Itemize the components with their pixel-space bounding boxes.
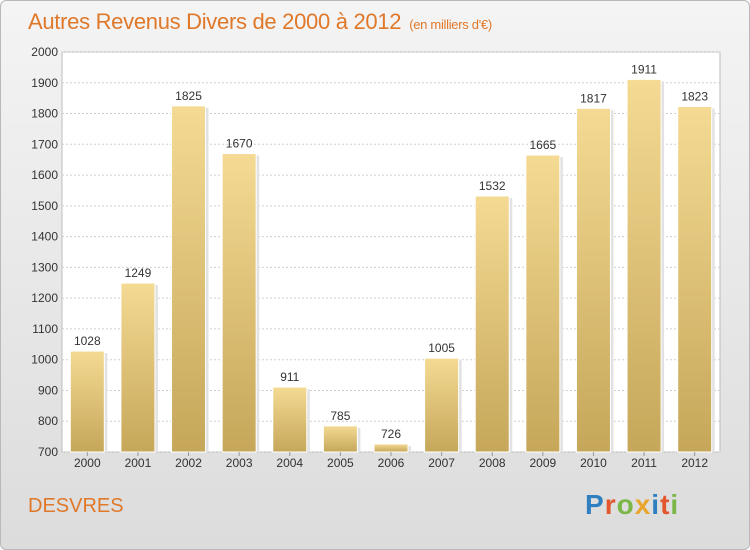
logo-letter: i (651, 489, 661, 520)
y-tick-label: 1900 (31, 76, 58, 90)
bar (575, 107, 611, 453)
value-label: 1670 (226, 137, 253, 151)
x-tick-label: 2006 (378, 456, 405, 470)
x-tick-label: 2010 (580, 456, 607, 470)
value-label: 1005 (428, 341, 455, 355)
x-tick-label: 2012 (681, 456, 708, 470)
value-labels: 1028 1249 1825 1670 911 785 726 1005 1532 1665 181… (74, 62, 708, 441)
y-tick-label: 1300 (31, 260, 58, 274)
x-axis-labels: 2000 2001 2002 2003 2004 2005 2006 2007 2008 2009… (74, 456, 708, 470)
value-label: 1825 (175, 89, 202, 103)
bar (322, 425, 358, 453)
bar (221, 153, 257, 453)
x-tick-label: 2008 (479, 456, 506, 470)
value-label: 1249 (125, 266, 152, 280)
y-tick-label: 1200 (31, 291, 58, 305)
bar (272, 386, 308, 453)
bars (69, 78, 715, 456)
y-tick-label: 1100 (32, 322, 58, 336)
logo-letter: t (660, 489, 671, 520)
bar (474, 195, 510, 453)
y-tick-label: 1500 (31, 199, 58, 213)
x-tick-label: 2011 (631, 456, 657, 470)
bar (525, 154, 561, 453)
x-tick-label: 2003 (226, 456, 253, 470)
value-label: 1823 (681, 89, 708, 103)
commune-name: DESVRES (28, 495, 124, 517)
bar (677, 105, 713, 453)
value-label: 1665 (529, 138, 556, 152)
logo-letter: r (604, 489, 617, 520)
logo-letter: P (585, 489, 605, 520)
bar (424, 357, 460, 453)
value-label: 1911 (631, 62, 657, 76)
value-label: 1532 (479, 179, 506, 193)
value-label: 1028 (74, 334, 101, 348)
logo-letter: x (634, 489, 652, 520)
y-tick-label: 900 (38, 383, 58, 397)
y-tick-label: 1400 (31, 230, 58, 244)
bar (373, 443, 409, 453)
y-tick-label: 800 (38, 414, 58, 428)
logo-letter: o (616, 489, 635, 520)
value-label: 726 (381, 427, 401, 441)
y-tick-label: 1700 (31, 137, 58, 151)
bar (626, 78, 662, 453)
chart-subtitle: (en milliers d'€) (409, 17, 492, 32)
bar (69, 350, 105, 453)
value-label: 911 (280, 370, 299, 384)
y-tick-label: 2000 (31, 45, 58, 59)
y-tick-label: 1600 (31, 168, 58, 182)
bar (120, 282, 156, 453)
x-tick-label: 2005 (327, 456, 354, 470)
y-tick-label: 1800 (31, 107, 58, 121)
x-tick-label: 2004 (276, 456, 303, 470)
x-tick-label: 2001 (125, 456, 152, 470)
chart-title: Autres Revenus Divers de 2000 à 2012 (en … (28, 9, 492, 35)
x-tick-label: 2000 (74, 456, 101, 470)
x-tick-label: 2007 (428, 456, 455, 470)
y-tick-label: 1000 (31, 353, 58, 367)
value-label: 785 (330, 409, 350, 423)
x-tick-label: 2002 (175, 456, 202, 470)
plot-area (61, 51, 721, 453)
y-axis-labels: 700 800 900 1000 1100 1200 1300 1400 1500 1600 170… (31, 45, 58, 459)
chart-title-text: Autres Revenus Divers de 2000 à 2012 (28, 9, 402, 34)
bar (171, 105, 207, 453)
x-tick-label: 2009 (529, 456, 556, 470)
proxiti-logo[interactable]: Proxiti (585, 489, 679, 521)
value-label: 1817 (580, 91, 607, 105)
y-tick-label: 700 (38, 445, 58, 459)
logo-letter: i (670, 489, 680, 520)
